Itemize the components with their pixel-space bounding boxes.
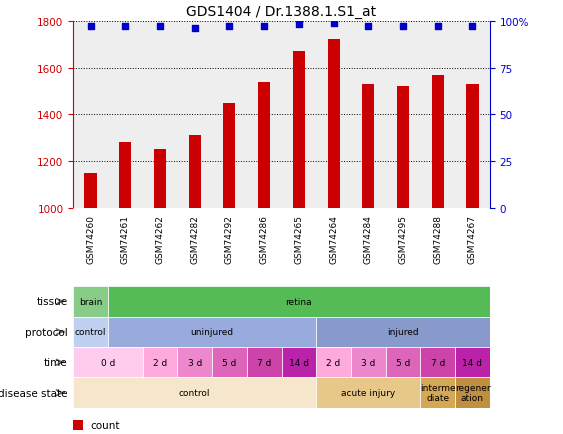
Text: injured: injured xyxy=(387,328,419,336)
Bar xyxy=(142,347,177,378)
Text: 3 d: 3 d xyxy=(187,358,202,367)
Text: GSM74260: GSM74260 xyxy=(86,214,95,263)
Bar xyxy=(73,286,108,317)
Bar xyxy=(466,85,479,208)
Bar xyxy=(397,87,409,208)
Point xyxy=(86,24,95,31)
Bar xyxy=(432,76,444,208)
Bar xyxy=(224,103,235,208)
Bar xyxy=(108,317,316,347)
Bar xyxy=(84,173,97,208)
Text: tissue: tissue xyxy=(37,297,68,306)
Point xyxy=(155,24,164,31)
Text: GSM74261: GSM74261 xyxy=(121,214,129,263)
Point xyxy=(434,24,443,31)
Text: GSM74288: GSM74288 xyxy=(434,214,442,263)
Text: 7 d: 7 d xyxy=(431,358,445,367)
Bar xyxy=(316,317,490,347)
Bar xyxy=(73,317,108,347)
Point xyxy=(120,24,129,31)
Bar xyxy=(386,347,421,378)
Text: brain: brain xyxy=(79,297,102,306)
Text: GSM74292: GSM74292 xyxy=(225,214,234,263)
Point xyxy=(329,20,338,27)
Text: regener
ation: regener ation xyxy=(455,383,490,402)
Text: count: count xyxy=(90,420,119,430)
Text: 2 d: 2 d xyxy=(153,358,167,367)
Bar xyxy=(351,347,386,378)
Text: GSM74284: GSM74284 xyxy=(364,214,373,263)
Point xyxy=(468,24,477,31)
Bar xyxy=(455,347,490,378)
Bar xyxy=(455,378,490,408)
Bar xyxy=(293,52,305,208)
Text: control: control xyxy=(75,328,106,336)
Text: 14 d: 14 d xyxy=(289,358,309,367)
Text: 2 d: 2 d xyxy=(327,358,341,367)
Bar xyxy=(247,347,282,378)
Text: protocol: protocol xyxy=(25,327,68,337)
Text: 0 d: 0 d xyxy=(101,358,115,367)
Text: retina: retina xyxy=(285,297,312,306)
Text: GSM74264: GSM74264 xyxy=(329,214,338,263)
Text: GSM74282: GSM74282 xyxy=(190,214,199,263)
Text: time: time xyxy=(44,358,68,367)
Text: GSM74295: GSM74295 xyxy=(399,214,408,263)
Point xyxy=(260,24,269,31)
Text: acute injury: acute injury xyxy=(341,388,395,397)
Bar xyxy=(258,82,270,208)
Point xyxy=(364,24,373,31)
Bar xyxy=(421,347,455,378)
Bar xyxy=(73,420,83,430)
Text: GSM74267: GSM74267 xyxy=(468,214,477,263)
Bar xyxy=(73,347,142,378)
Text: disease state: disease state xyxy=(0,388,68,398)
Bar xyxy=(119,143,131,208)
Text: 5 d: 5 d xyxy=(222,358,236,367)
Text: GSM74286: GSM74286 xyxy=(260,214,269,263)
Bar xyxy=(328,40,339,208)
Point xyxy=(399,24,408,31)
Text: 14 d: 14 d xyxy=(462,358,482,367)
Text: GSM74265: GSM74265 xyxy=(294,214,303,263)
Bar xyxy=(212,347,247,378)
Bar xyxy=(421,378,455,408)
Text: GSM74262: GSM74262 xyxy=(155,214,164,263)
Bar xyxy=(316,347,351,378)
Bar xyxy=(316,378,421,408)
Text: 7 d: 7 d xyxy=(257,358,271,367)
Title: GDS1404 / Dr.1388.1.S1_at: GDS1404 / Dr.1388.1.S1_at xyxy=(186,5,377,19)
Bar xyxy=(362,85,374,208)
Text: 3 d: 3 d xyxy=(361,358,376,367)
Bar xyxy=(177,347,212,378)
Point xyxy=(294,22,303,29)
Bar xyxy=(282,347,316,378)
Text: control: control xyxy=(179,388,211,397)
Text: interme
diate: interme diate xyxy=(420,383,455,402)
Text: uninjured: uninjured xyxy=(190,328,234,336)
Point xyxy=(225,24,234,31)
Bar xyxy=(73,378,316,408)
Bar xyxy=(154,150,166,208)
Point xyxy=(190,26,199,33)
Text: 5 d: 5 d xyxy=(396,358,410,367)
Bar xyxy=(189,136,201,208)
